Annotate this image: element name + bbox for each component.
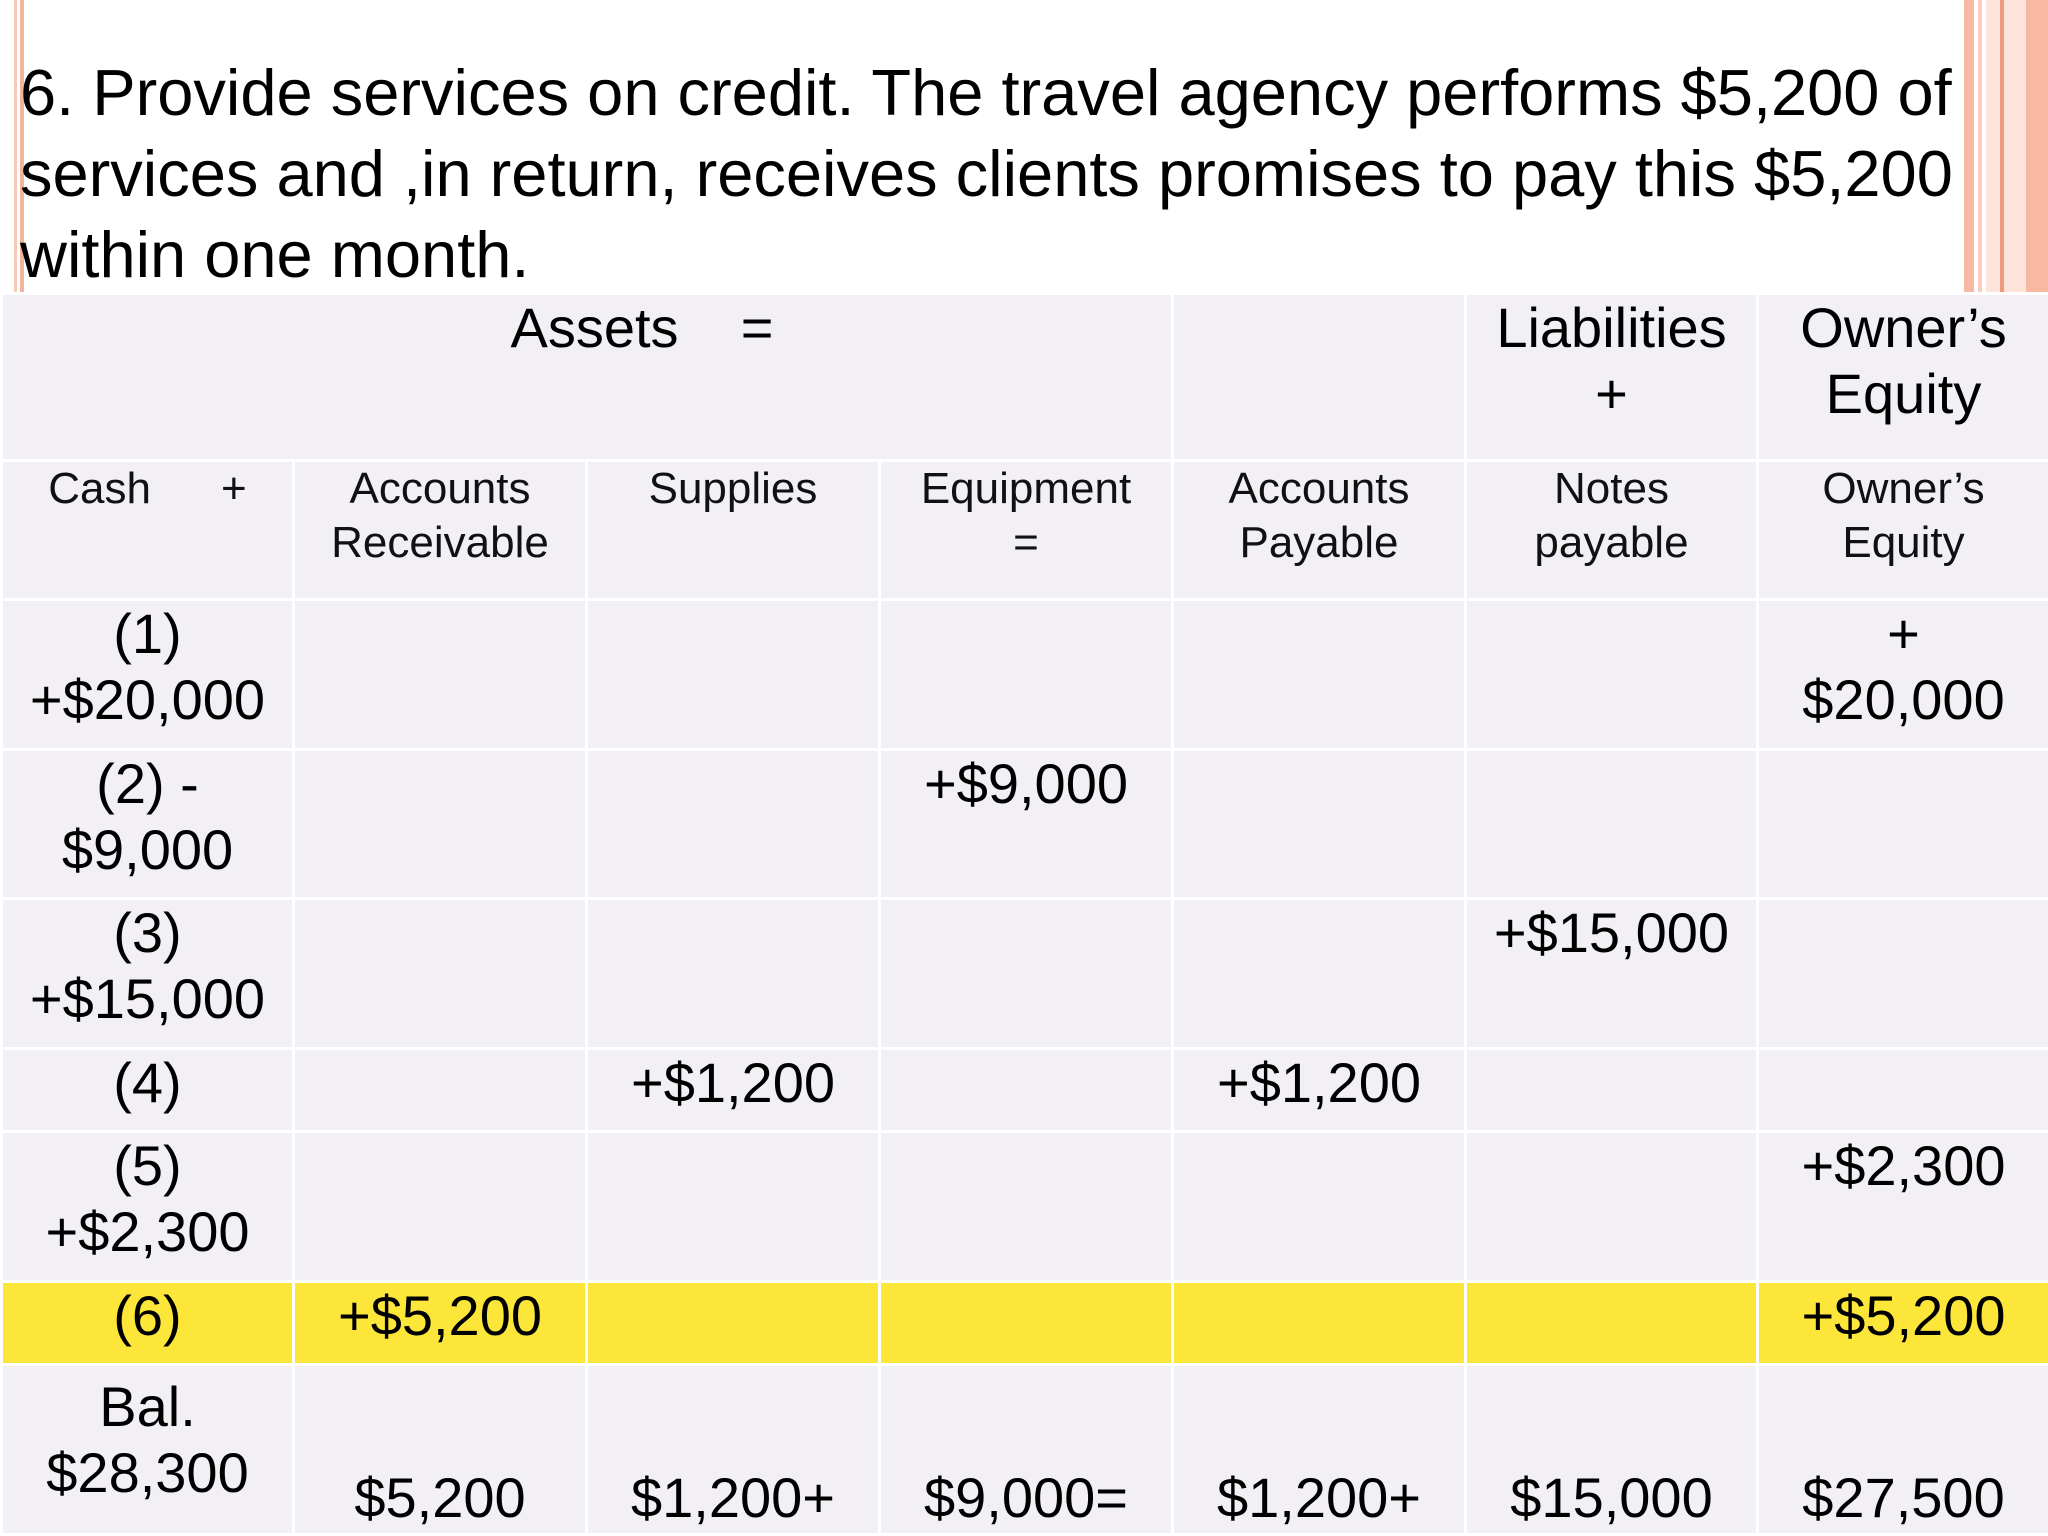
balance-row: Bal. $28,300 $5,200 $1,200+ $9,000= $1,20… <box>0 1363 2048 1536</box>
liabilities-header: Liabilities + <box>1464 291 1759 463</box>
table-row: (3) +$15,000 +$15,000 <box>0 897 2048 1051</box>
col-notes-payable: Notes payable <box>1464 459 1759 602</box>
cell-supplies <box>585 598 881 751</box>
cell-cash: (4) <box>0 1047 295 1134</box>
left-decor-stripe <box>14 0 24 292</box>
cell-oe: +$5,200 <box>1756 1280 2048 1367</box>
table-row: (1) +$20,000 + $20,000 <box>0 598 2048 751</box>
cell-ar <box>292 897 588 1051</box>
cell-equipment <box>878 1280 1174 1367</box>
empty-header <box>1171 291 1467 463</box>
cell-supplies: +$1,200 <box>585 1047 881 1134</box>
cell-balance-ap: $1,200+ <box>1171 1363 1467 1536</box>
cell-np <box>1464 1280 1759 1367</box>
cell-np <box>1464 598 1759 751</box>
cell-balance-np: $15,000 <box>1464 1363 1759 1536</box>
table-row: (2) - $9,000 +$9,000 <box>0 747 2048 901</box>
cell-ar <box>292 1047 588 1134</box>
cell-supplies <box>585 1130 881 1284</box>
cell-oe <box>1756 747 2048 901</box>
cell-oe: + $20,000 <box>1756 598 2048 751</box>
cell-ap <box>1171 1130 1467 1284</box>
column-header-row: Cash + Accounts Receivable Supplies Equipm… <box>0 459 2048 602</box>
cell-oe <box>1756 897 2048 1051</box>
equity-header: Owner’s Equity <box>1756 291 2048 463</box>
cell-np <box>1464 747 1759 901</box>
cell-oe <box>1756 1047 2048 1134</box>
table-row: (5) +$2,300 +$2,300 <box>0 1130 2048 1284</box>
header-row: Assets = Liabilities + Owner’s Equity <box>0 291 2048 463</box>
cell-supplies <box>585 1280 881 1367</box>
cell-ap <box>1171 747 1467 901</box>
cell-equipment: +$9,000 <box>878 747 1174 901</box>
cell-balance-ar: $5,200 <box>292 1363 588 1536</box>
assets-header: Assets = <box>0 291 1174 463</box>
cell-ap <box>1171 1280 1467 1367</box>
cell-oe: +$2,300 <box>1756 1130 2048 1284</box>
right-decor-border <box>1964 0 2048 292</box>
cell-supplies <box>585 747 881 901</box>
accounting-equation-table: Assets = Liabilities + Owner’s Equity Cash… <box>0 291 2048 1536</box>
cell-cash: (1) +$20,000 <box>0 598 295 751</box>
col-accounts-payable: Accounts Payable <box>1171 459 1467 602</box>
cell-balance-supplies: $1,200+ <box>585 1363 881 1536</box>
col-accounts-receivable: Accounts Receivable <box>292 459 588 602</box>
cell-ar <box>292 747 588 901</box>
cell-np: +$15,000 <box>1464 897 1759 1051</box>
cell-np <box>1464 1130 1759 1284</box>
col-equipment: Equipment = <box>878 459 1174 602</box>
cell-ar: +$5,200 <box>292 1280 588 1367</box>
cell-equipment <box>878 1047 1174 1134</box>
cell-balance-oe: $27,500 <box>1756 1363 2048 1536</box>
cell-cash: (5) +$2,300 <box>0 1130 295 1284</box>
cell-cash: (2) - $9,000 <box>0 747 295 901</box>
col-cash: Cash + <box>0 459 295 602</box>
table-row: (4) +$1,200 +$1,200 <box>0 1047 2048 1134</box>
cell-balance-equipment: $9,000= <box>878 1363 1174 1536</box>
cell-equipment <box>878 598 1174 751</box>
cell-ap <box>1171 897 1467 1051</box>
highlighted-row: (6) +$5,200 +$5,200 <box>0 1280 2048 1367</box>
cell-equipment <box>878 1130 1174 1284</box>
cell-ar <box>292 1130 588 1284</box>
cell-balance-cash: Bal. $28,300 <box>0 1363 295 1536</box>
cell-supplies <box>585 897 881 1051</box>
col-supplies: Supplies <box>585 459 881 602</box>
cell-ap <box>1171 598 1467 751</box>
cell-equipment <box>878 897 1174 1051</box>
cell-ar <box>292 598 588 751</box>
cell-cash: (6) <box>0 1280 295 1367</box>
col-owners-equity: Owner’s Equity <box>1756 459 2048 602</box>
slide-title: 6. Provide services on credit. The trave… <box>20 56 1953 291</box>
cell-ap: +$1,200 <box>1171 1047 1467 1134</box>
cell-cash: (3) +$15,000 <box>0 897 295 1051</box>
cell-np <box>1464 1047 1759 1134</box>
